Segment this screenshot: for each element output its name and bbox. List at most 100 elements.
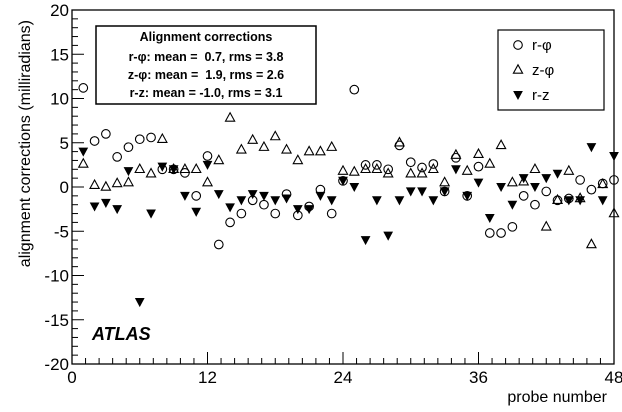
point-z-phi — [201, 176, 214, 187]
point-z-phi — [529, 162, 541, 174]
point-r-z — [541, 174, 552, 184]
point-z-phi — [597, 177, 609, 189]
legend-label-r-phi: r-φ — [532, 37, 552, 54]
atlas-label: ATLAS — [91, 324, 151, 344]
point-r-phi — [575, 175, 585, 185]
point-r-z — [292, 205, 303, 215]
point-r-phi — [191, 191, 202, 201]
point-r-z — [417, 187, 427, 197]
point-r-phi — [326, 208, 337, 219]
point-r-z — [259, 191, 269, 201]
point-r-z — [597, 196, 608, 206]
point-r-z — [484, 213, 495, 224]
point-z-phi — [292, 154, 304, 165]
point-r-phi — [213, 239, 224, 250]
point-r-phi — [259, 199, 269, 210]
point-z-phi — [495, 139, 507, 150]
point-z-phi — [371, 162, 383, 174]
stats-line-z-phi: z-φ: mean = 1.9, rms = 2.6 — [128, 68, 284, 82]
x-tick-label: 24 — [334, 368, 353, 387]
x-tick-label: 48 — [605, 368, 622, 387]
x-tick-label: 0 — [67, 368, 76, 387]
x-axis-label: probe number — [507, 389, 607, 406]
point-z-phi — [179, 162, 191, 174]
point-r-z — [405, 187, 416, 197]
point-r-z — [134, 298, 145, 308]
point-r-z — [213, 190, 224, 200]
point-r-phi — [134, 134, 145, 145]
point-r-phi — [484, 228, 495, 238]
point-r-z — [507, 200, 518, 210]
point-r-phi — [78, 83, 89, 93]
legend-label-r-z: r-z — [532, 87, 550, 104]
point-z-phi — [258, 140, 270, 151]
point-r-phi — [428, 159, 439, 169]
legend-marker-r-phi — [513, 40, 523, 50]
point-r-z — [518, 174, 529, 184]
point-r-phi — [518, 191, 529, 201]
point-r-z — [123, 167, 134, 177]
y-axis-label: alignment corrections (milliradians) — [17, 20, 34, 267]
point-z-phi — [190, 162, 202, 174]
point-r-z — [202, 160, 213, 170]
point-z-phi — [472, 147, 485, 159]
point-r-z — [315, 191, 326, 201]
point-r-phi — [473, 161, 484, 172]
point-z-phi — [326, 140, 338, 151]
point-r-phi — [417, 162, 427, 173]
overlay-layer: Alignment corrections r-φ: mean = 0.7, r… — [17, 20, 608, 406]
axes-layer: -20 -15 -10 -5 0 5 10 15 20 0 12 24 36 48 — [44, 1, 622, 387]
marks-layer — [77, 83, 620, 308]
point-r-phi — [496, 228, 506, 238]
point-r-phi — [236, 208, 247, 219]
point-r-z — [225, 203, 235, 213]
point-z-phi — [382, 167, 394, 178]
point-r-phi — [112, 152, 123, 162]
y-tick-label: 15 — [50, 45, 69, 64]
point-z-phi — [111, 177, 123, 188]
point-r-z — [473, 178, 484, 188]
legend-marker-r-z — [513, 91, 523, 101]
point-r-z — [89, 202, 100, 212]
point-r-z — [552, 169, 563, 179]
y-tick-label: 0 — [60, 178, 69, 197]
stats-box — [95, 25, 317, 105]
stats-line-r-z: r-z: mean = -1.0, rms = 3.1 — [130, 86, 283, 100]
point-z-phi — [269, 130, 281, 141]
point-z-phi — [518, 175, 530, 186]
point-z-phi — [235, 143, 247, 154]
point-r-z — [101, 198, 111, 208]
point-r-phi — [101, 129, 111, 139]
point-r-phi — [541, 186, 552, 197]
point-r-phi — [360, 160, 371, 170]
point-z-phi — [484, 157, 496, 168]
stats-line-r-phi: r-φ: mean = 0.7, rms = 3.8 — [129, 50, 284, 64]
point-z-phi — [247, 133, 259, 144]
point-r-z — [304, 205, 314, 215]
point-r-z — [530, 182, 540, 193]
point-z-phi — [213, 154, 225, 165]
point-r-z — [372, 196, 382, 206]
point-z-phi — [360, 162, 372, 174]
point-r-phi — [349, 84, 360, 95]
point-r-phi — [586, 184, 597, 195]
point-r-z — [281, 194, 292, 204]
point-z-phi — [337, 164, 349, 175]
point-r-z — [349, 182, 360, 193]
point-z-phi — [450, 148, 462, 159]
point-r-phi — [383, 164, 394, 175]
point-r-z — [360, 236, 371, 246]
point-z-phi — [303, 145, 315, 156]
point-z-phi — [100, 180, 112, 191]
y-tick-label: -5 — [54, 222, 69, 241]
y-tick-label: -15 — [44, 311, 69, 330]
point-r-phi — [530, 199, 540, 210]
legend-markers — [512, 40, 524, 101]
point-r-z — [496, 182, 506, 193]
point-r-phi — [225, 217, 235, 228]
point-r-z — [563, 196, 574, 206]
y-tick-label: -10 — [44, 267, 69, 286]
point-z-phi — [393, 136, 405, 147]
